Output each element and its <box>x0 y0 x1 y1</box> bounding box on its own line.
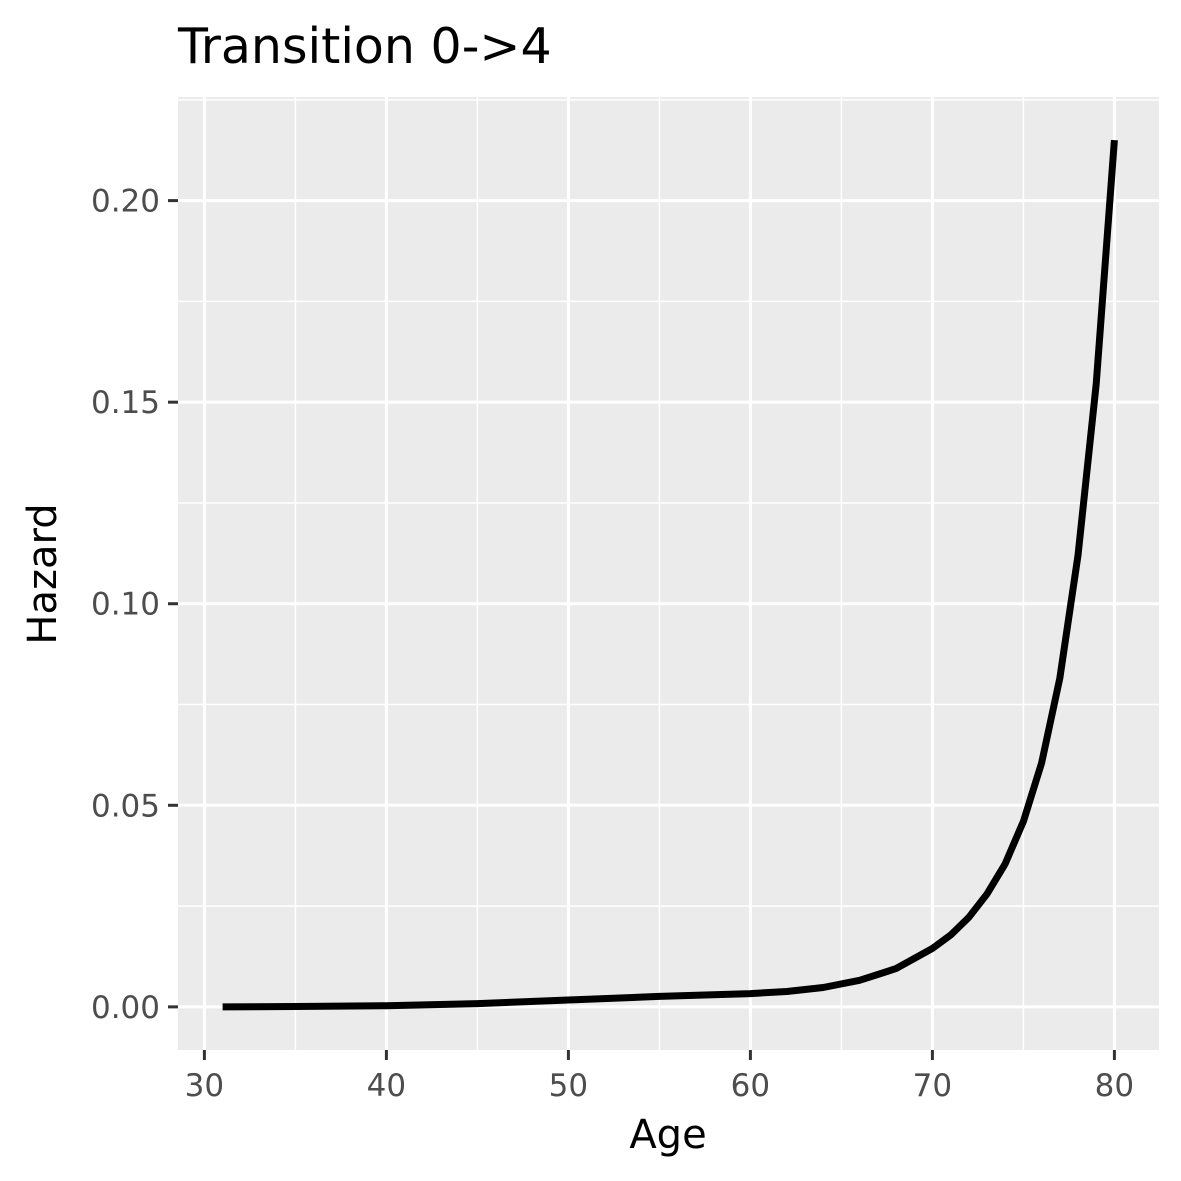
x-tick-label: 80 <box>1095 1068 1134 1104</box>
x-tick-label: 40 <box>367 1068 406 1104</box>
x-tick-label: 60 <box>731 1068 770 1104</box>
x-tick-label: 50 <box>549 1068 588 1104</box>
y-tick-label: 0.10 <box>91 587 160 623</box>
x-axis-title: Age <box>629 1112 706 1158</box>
grid-major <box>178 97 1159 1050</box>
y-tick-label: 0.00 <box>91 990 160 1026</box>
y-axis: 0.00 0.05 0.10 0.15 0.20 <box>91 184 178 1026</box>
y-tick-label: 0.05 <box>91 788 160 824</box>
y-tick-label: 0.15 <box>91 385 160 421</box>
x-axis: 30 40 50 60 70 80 <box>185 1050 1134 1104</box>
chart-title: Transition 0->4 <box>177 18 552 75</box>
series-layer <box>222 139 1118 1011</box>
series-line <box>222 139 1118 1011</box>
x-tick-label: 30 <box>185 1068 224 1104</box>
grid-minor <box>178 97 1159 1050</box>
plot-panel <box>178 97 1159 1050</box>
x-tick-label: 70 <box>913 1068 952 1104</box>
y-tick-label: 0.20 <box>91 184 160 220</box>
y-axis-title: Hazard <box>20 503 66 644</box>
